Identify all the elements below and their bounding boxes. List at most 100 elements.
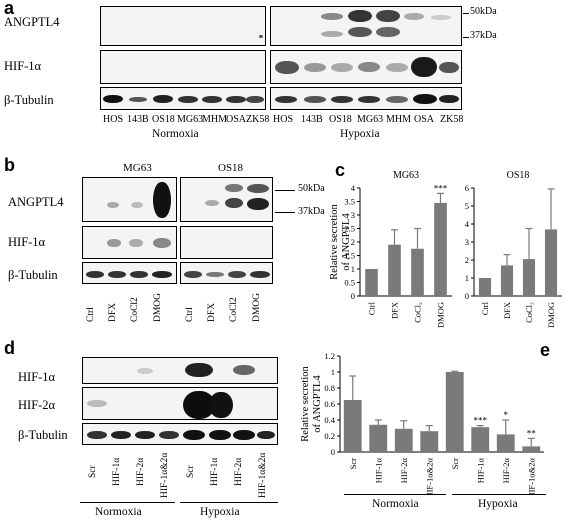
blot-a-normoxia-angptl4 <box>100 6 266 46</box>
row-label-d-hif2a: HIF-2α <box>18 398 56 412</box>
panel-label-b: b <box>4 155 15 175</box>
panel-label-c: c <box>335 160 346 180</box>
x-tick-label: Scr <box>450 458 460 470</box>
y-tick-label: 3 <box>351 210 355 220</box>
panel-label-e: e <box>540 340 551 360</box>
group-e-normoxia: Normoxia <box>372 498 419 510</box>
chart-title: MG63 <box>393 170 419 181</box>
row-label-b-tubulin: β-Tubulin <box>8 268 58 282</box>
cell-b-mg63: MG63 <box>123 162 152 174</box>
y-tick-label: 0 <box>465 291 469 301</box>
row-label-d-tubulin: β-Tubulin <box>18 428 68 442</box>
y-tick-label: 1 <box>331 367 335 377</box>
group-a-normoxia: Normoxia <box>152 128 199 140</box>
lane-a-h-mhm: MHM <box>386 114 412 125</box>
x-tick-label: Scr <box>348 458 358 470</box>
x-tick-label: DFX <box>502 302 512 319</box>
row-label-d-hif1a: HIF-1α <box>18 370 56 384</box>
x-tick-label: HIF-1α <box>373 457 383 483</box>
lane-d-h-hif1a2a: HIF-1α&2α <box>258 452 268 498</box>
bar <box>500 265 514 296</box>
blot-a-normoxia-hif1a <box>100 50 266 84</box>
blot-a-normoxia-tubulin <box>100 87 266 110</box>
x-tick-label: CoCl₂ <box>413 302 423 323</box>
bar <box>522 259 536 296</box>
lane-d-n-scr: Scr <box>88 465 98 478</box>
x-tick-label: Ctrl <box>367 301 377 315</box>
x-tick-label: DMOG <box>546 302 556 328</box>
bar <box>420 431 439 452</box>
bar <box>388 244 401 296</box>
y-tick-label: 0 <box>351 291 355 301</box>
y-tick-label: 0.4 <box>324 415 335 425</box>
x-tick-label: HIF-2α <box>399 457 409 483</box>
y-tick-label: 1 <box>351 264 355 274</box>
lane-a-n-mg63: MG63 <box>177 114 204 125</box>
blot-b-mg63-angptl4 <box>82 177 177 222</box>
significance-mark: * <box>504 410 509 420</box>
lane-d-h-hif2a: HIF-2α <box>234 457 244 486</box>
y-tick-label: 0.6 <box>324 399 335 409</box>
blot-b-os18-tubulin <box>180 262 273 284</box>
lane-a-h-hos: HOS <box>273 114 294 125</box>
lane-a-h-zk58: ZK58 <box>440 114 464 125</box>
lane-d-n-hif1a2a: HIF-1α&2α <box>160 452 170 498</box>
y-tick-label: 2.5 <box>344 224 355 234</box>
x-tick-label: HIF-2α <box>501 457 511 483</box>
lane-b-os18-dfx: DFX <box>207 302 217 322</box>
bar <box>343 400 362 452</box>
group-e-hypoxia: Hypoxia <box>478 498 518 510</box>
bar <box>471 427 490 452</box>
group-d-hypoxia: Hypoxia <box>200 506 240 518</box>
lane-a-n-zk58: ZK58 <box>246 114 270 125</box>
y-tick-label: 1 <box>465 273 469 283</box>
y-tick-label: 6 <box>465 183 469 193</box>
lane-d-n-hif2a: HIF-2α <box>136 457 146 486</box>
y-tick-label: 3.5 <box>344 197 355 207</box>
y-tick-label: 0.5 <box>344 278 355 288</box>
bar <box>434 202 447 296</box>
lane-b-os18-dmog: DMOG <box>252 292 262 322</box>
lane-b-os18-ctrl: Ctrl <box>185 307 195 322</box>
significance-mark: *** <box>474 416 488 426</box>
lane-b-mg63-dmog: DMOG <box>153 292 163 322</box>
lane-a-h-mg63: MG63 <box>357 114 384 125</box>
bar <box>411 248 424 296</box>
blot-b-mg63-tubulin <box>82 262 177 284</box>
lane-d-h-scr: Scr <box>186 465 196 478</box>
blot-b-os18-hif1a <box>180 226 273 259</box>
y-tick-label: 2 <box>351 237 355 247</box>
lane-a-n-mhm: MHM <box>202 114 228 125</box>
blot-a-hypoxia-tubulin <box>270 87 462 110</box>
x-tick-label: DMOG <box>436 302 446 328</box>
x-tick-label: HIF-1α&2α <box>526 457 536 494</box>
bar <box>365 269 378 296</box>
row-label-hif1a: HIF-1α <box>4 59 42 73</box>
lane-b-mg63-ctrl: Ctrl <box>86 307 96 322</box>
lane-d-h-hif1a: HIF-1α <box>210 457 220 486</box>
marker-b-37kda: 37kDa <box>298 206 325 217</box>
marker-b-50kda: 50kDa <box>298 183 325 194</box>
y-tick-label: 1.2 <box>324 351 335 361</box>
lane-a-n-hos: HOS <box>103 114 124 125</box>
bar <box>394 428 413 452</box>
bar <box>369 424 388 452</box>
y-tick-label: 0 <box>331 447 335 457</box>
row-label-b-hif1a: HIF-1α <box>8 235 46 249</box>
blot-d-tubulin <box>82 423 278 445</box>
bar <box>544 229 558 296</box>
significance-mark: *** <box>434 183 448 193</box>
row-label-angptl4: ANGPTL4 <box>4 15 60 29</box>
row-label-b-angptl4: ANGPTL4 <box>8 195 64 209</box>
y-tick-label: 0.2 <box>324 431 335 441</box>
lane-a-h-os18: OS18 <box>329 114 352 125</box>
panel-label-d: d <box>4 338 15 358</box>
lane-b-os18-cocl2: CoCl2 <box>229 297 239 322</box>
marker-a-50kda: 50kDa <box>470 6 497 17</box>
cell-b-os18: OS18 <box>218 162 244 174</box>
x-tick-label: HIF-1α&2α <box>424 457 434 494</box>
blot-d-hif1a <box>82 357 278 384</box>
bar <box>478 278 492 296</box>
y-tick-label: 2 <box>465 255 469 265</box>
lane-a-h-osa: OSA <box>414 114 435 125</box>
